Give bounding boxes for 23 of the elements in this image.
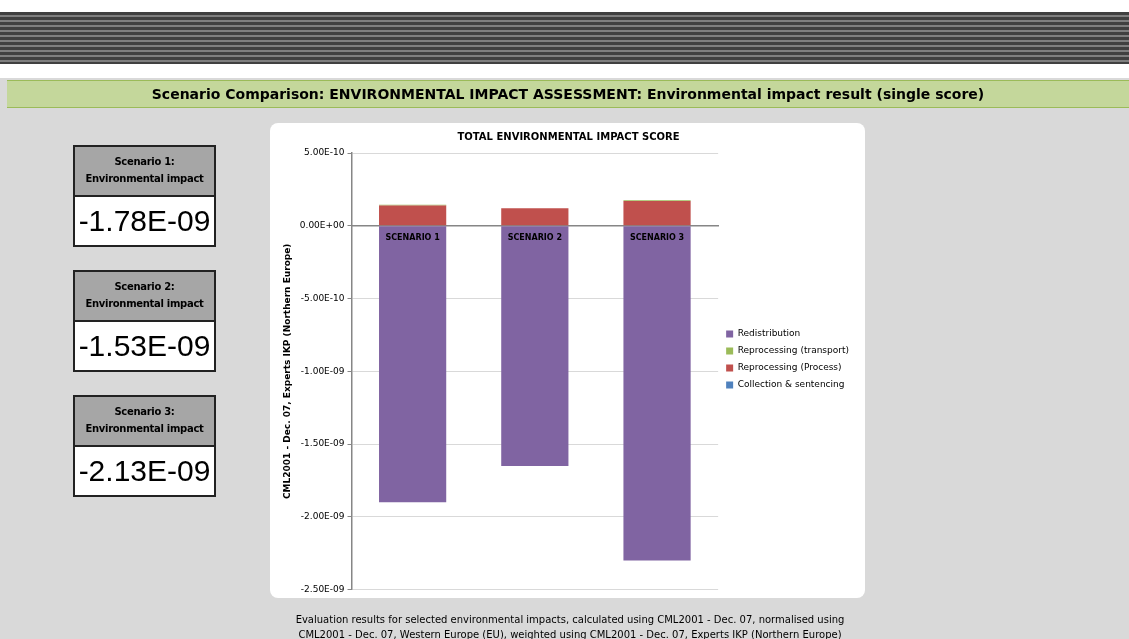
y-tick-label: 5.00E-10 [304,147,345,158]
y-axis-title: CML2001 - Dec. 07, Experts IKP (Northern Europe) [281,243,292,500]
y-tick-label: -2.50E-09 [300,583,345,594]
x-tick-label: SCENARIO 2 [507,232,562,242]
legend-label: Reprocessing (Process) [737,362,842,373]
y-tick-label: -1.00E-09 [300,365,345,376]
x-tick-label: SCENARIO 1 [385,232,441,242]
y-tick-label: -2.00E-09 [300,511,345,522]
category-label: Scenario 2: Environmental impact [75,272,214,322]
category-label: Scenario 1: Environmental impact [75,147,214,197]
y-tick-label: -5.00E-10 [300,292,345,303]
x-tick-label: SCENARIO 3 [629,232,685,242]
legend-label: Reprocessing (transport) [737,345,849,356]
y-tick-label: 0.00E+00 [299,220,345,231]
category-label: Scenario 3: Environmental impact [75,397,214,447]
text: Scenario Comparison: ENVIRONMENTAL IMPACT ASSESSMENT: Environmental impact result (single score) [7,80,1129,108]
text: -2.13E-09 [78,454,211,487]
chart-title: TOTAL ENVIRONMENTAL IMPACT SCORE [457,130,680,142]
text: -1.78E-09 [78,204,211,237]
text: -1.53E-09 [78,329,211,362]
legend-label: Collection & sentencing [737,379,845,390]
y-tick-label: -1.50E-09 [300,438,345,449]
legend-label: Redistribution [737,328,801,339]
